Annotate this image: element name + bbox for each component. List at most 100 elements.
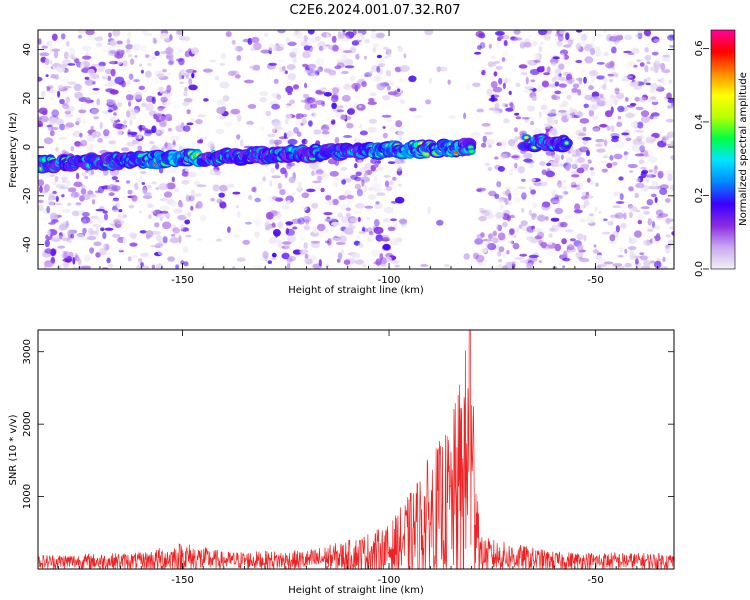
heatmap-cell (131, 194, 138, 202)
heatmap-cell (216, 198, 223, 204)
heatmap-cell (131, 255, 139, 258)
heatmap-cell (122, 214, 127, 218)
heatmap-cell (157, 105, 165, 112)
heatmap-cell (597, 264, 601, 269)
heatmap-cell (340, 34, 345, 39)
heatmap-cell (325, 116, 334, 122)
heatmap-cell (346, 194, 354, 200)
heatmap-cell (200, 263, 208, 267)
heatmap-cell (112, 122, 119, 129)
heatmap-cell (513, 234, 517, 239)
heatmap-cell (640, 166, 647, 170)
heatmap-cell (51, 237, 61, 242)
heatmap-cell (334, 177, 344, 182)
heatmap-cell (562, 186, 568, 191)
heatmap-cell (46, 41, 52, 47)
heatmap-cell (547, 167, 551, 174)
heatmap-cell (103, 213, 109, 221)
heatmap-cell (523, 41, 532, 48)
heatmap-cell (50, 219, 59, 223)
heatmap-cell (397, 183, 402, 187)
heatmap-cell (178, 201, 184, 208)
heatmap-cell (108, 132, 112, 139)
heatmap-cell (129, 119, 133, 126)
heatmap-cell (171, 176, 175, 183)
heatmap-cell (609, 217, 615, 223)
heatmap-cell (50, 73, 57, 79)
heatmap-cell (264, 32, 269, 38)
heatmap-cell (498, 140, 506, 148)
heatmap-x-tick-label: -50 (587, 275, 603, 286)
heatmap-cell (147, 202, 153, 209)
heatmap-cell (182, 101, 190, 107)
heatmap-cell (158, 183, 169, 191)
heatmap-cell (513, 30, 521, 35)
heatmap-cell (340, 166, 348, 171)
heatmap-cell (520, 207, 525, 213)
heatmap-cell (480, 247, 488, 254)
heatmap-cell (343, 259, 351, 266)
heatmap-cell (341, 216, 347, 224)
heatmap-cell (330, 90, 340, 95)
heatmap-cell (107, 109, 113, 113)
heatmap-cell (173, 208, 183, 214)
colorbar-tick-label: 0.0 (694, 261, 705, 277)
heatmap-cell (355, 189, 364, 193)
heatmap-cell (637, 213, 644, 221)
heatmap-cell (591, 75, 595, 83)
heatmap-cell (103, 243, 107, 249)
heatmap-cell (147, 62, 152, 67)
heatmap-cell (118, 209, 123, 213)
heatmap-cell (85, 52, 89, 56)
heatmap-cell (247, 104, 257, 109)
heatmap-cell (589, 70, 598, 77)
heatmap-cell (575, 59, 583, 64)
heatmap-cell (511, 260, 518, 265)
heatmap-ylabel: Frequency (Hz) (8, 112, 19, 188)
heatmap-cell (126, 90, 133, 93)
heatmap-cell (107, 184, 118, 192)
heatmap-cell (61, 194, 65, 198)
heatmap-cell (568, 37, 576, 42)
heatmap-cell (371, 165, 376, 171)
heatmap-cell (631, 143, 641, 152)
heatmap-cell (74, 252, 78, 261)
heatmap-cell (390, 200, 398, 204)
heatmap-cell (610, 90, 620, 93)
heatmap-cell (304, 258, 313, 265)
heatmap-cell (492, 237, 499, 244)
heatmap-cell (108, 140, 117, 145)
heatmap-cell (265, 110, 272, 117)
heatmap-cell (524, 86, 534, 90)
heatmap-cell (358, 242, 364, 248)
heatmap-cell (609, 78, 613, 83)
heatmap-cell (655, 57, 661, 65)
heatmap-cell (588, 109, 595, 117)
heatmap-cell (304, 96, 314, 105)
heatmap-cell (595, 49, 602, 57)
heatmap-cell (303, 34, 308, 43)
heatmap-cell (303, 69, 310, 74)
heatmap-cell (500, 203, 504, 211)
heatmap-cell (84, 175, 89, 180)
heatmap-cell (385, 70, 392, 77)
heatmap-cell (310, 103, 318, 109)
heatmap-cell (185, 234, 192, 238)
heatmap-cell (275, 212, 282, 219)
heatmap-cell (347, 200, 353, 205)
heatmap-cell (578, 182, 584, 188)
heatmap-cell (569, 238, 576, 242)
heatmap-cell (479, 207, 485, 211)
heatmap-cell (177, 214, 187, 221)
heatmap-cell (151, 96, 156, 104)
heatmap-cell (151, 210, 157, 214)
heatmap-cell (551, 189, 558, 197)
heatmap-cell (584, 94, 593, 101)
heatmap-cell (656, 233, 661, 238)
heatmap-cell (244, 79, 254, 84)
heatmap-cell (566, 244, 575, 251)
heatmap-panel: -150 -100 -50 40 20 0 -20 -40 Height of straigh… (8, 29, 675, 296)
heatmap-cell (232, 266, 236, 269)
heatmap-cell (219, 184, 228, 192)
heatmap-cell (538, 45, 543, 53)
